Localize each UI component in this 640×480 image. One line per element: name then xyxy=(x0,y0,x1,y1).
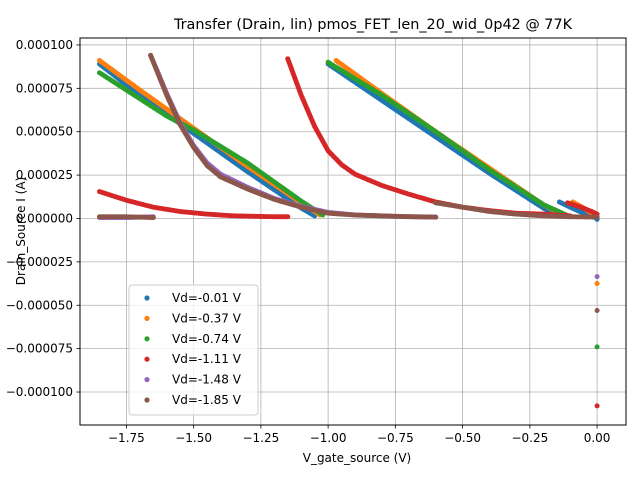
y-axis-label: Drain_Source I (A) xyxy=(14,177,28,285)
legend-label: Vd=-1.11 V xyxy=(172,352,242,366)
x-tick-label: −0.25 xyxy=(511,431,548,445)
chart-title: Transfer (Drain, lin) pmos_FET_len_20_wi… xyxy=(173,17,573,33)
legend-marker xyxy=(144,295,150,301)
y-tick-label: 0.000000 xyxy=(16,211,73,225)
y-tick-label: −0.000100 xyxy=(6,385,73,399)
y-tick-label: 0.000075 xyxy=(16,81,73,95)
y-tick-label: 0.000050 xyxy=(16,125,73,139)
x-tick-label: −0.50 xyxy=(444,431,481,445)
y-tick-label: 0.000025 xyxy=(16,168,73,182)
y-tick-label: −0.000075 xyxy=(6,342,73,356)
y-axis-ticks: −0.000100 −0.000075 −0.000050 −0.000025 0.00… xyxy=(6,38,80,399)
y-tick-label: 0.000100 xyxy=(16,38,73,52)
x-axis-label: V_gate_source (V) xyxy=(303,451,412,465)
legend-marker xyxy=(144,315,150,321)
legend-label: Vd=-1.48 V xyxy=(172,373,242,387)
x-axis-ticks: −1.75 −1.50 −1.25 −1.00 −0.75 −0.50 −0.25 0.00 xyxy=(108,425,610,445)
data-point xyxy=(594,403,600,409)
x-tick-label: −0.75 xyxy=(377,431,414,445)
legend-label: Vd=-0.37 V xyxy=(172,311,242,325)
data-point xyxy=(594,344,600,350)
x-tick-label: −1.50 xyxy=(175,431,212,445)
x-tick-label: −1.25 xyxy=(242,431,279,445)
data-point xyxy=(285,214,291,220)
legend-marker xyxy=(144,356,150,362)
legend-label: Vd=-0.01 V xyxy=(172,291,242,305)
series-4 xyxy=(97,56,600,409)
data-point xyxy=(594,274,600,280)
legend-marker xyxy=(144,377,150,383)
data-point xyxy=(594,281,600,287)
series-3 xyxy=(97,59,600,350)
x-tick-label: 0.00 xyxy=(584,431,611,445)
x-tick-label: −1.00 xyxy=(310,431,347,445)
data-point xyxy=(594,214,600,220)
data-point xyxy=(594,307,600,313)
legend-label: Vd=-1.85 V xyxy=(172,393,242,407)
plot-frame xyxy=(79,37,627,426)
series-6 xyxy=(97,52,600,313)
data-points xyxy=(97,52,600,409)
data-point xyxy=(150,215,156,221)
legend-box xyxy=(128,284,259,416)
data-point xyxy=(433,214,439,220)
legend-marker xyxy=(144,397,150,403)
x-tick-label: −1.75 xyxy=(108,431,145,445)
legend-marker xyxy=(144,336,150,342)
y-tick-label: −0.000025 xyxy=(6,255,73,269)
y-tick-label: −0.000050 xyxy=(6,298,73,312)
legend-label: Vd=-0.74 V xyxy=(172,332,242,346)
legend: Vd=-0.01 V Vd=-0.37 V Vd=-0.74 V Vd=-1.11 V… xyxy=(128,284,259,416)
